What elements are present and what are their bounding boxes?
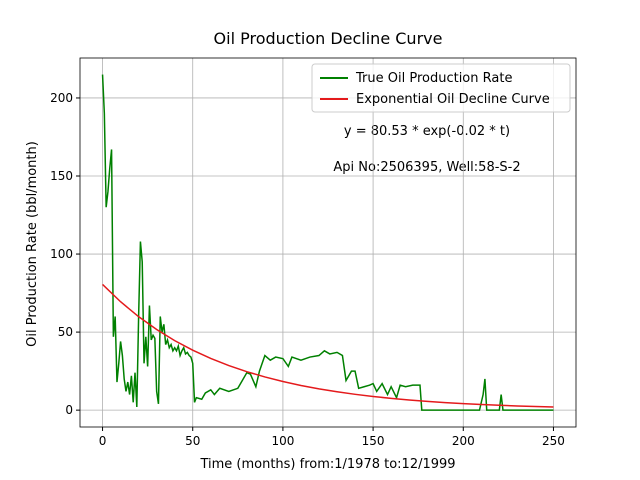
x-tick-label: 100 <box>271 434 294 448</box>
y-tick-label: 50 <box>58 325 73 339</box>
annotation: Api No:2506395, Well:58-S-2 <box>333 160 520 175</box>
data-line <box>102 283 554 408</box>
legend: True Oil Production Rate Exponential Oil … <box>311 63 571 113</box>
y-tick-label: 0 <box>65 403 73 417</box>
x-tick-label: 50 <box>185 434 200 448</box>
x-tick-label: 200 <box>452 434 475 448</box>
plot-frame <box>79 57 577 428</box>
y-tick-label: 150 <box>50 169 73 183</box>
x-tick-label: 0 <box>99 434 107 448</box>
data-line <box>101 74 554 411</box>
y-tick-label: 100 <box>50 247 73 261</box>
x-tick-label: 150 <box>362 434 385 448</box>
chart-title: Oil Production Decline Curve <box>214 29 443 48</box>
legend-label: True Oil Production Rate <box>355 71 512 86</box>
x-axis-label: Time (months) from:1/1978 to:12/1999 <box>199 457 455 472</box>
annotation: y = 80.53 * exp(-0.02 * t) <box>344 124 510 139</box>
legend-box <box>311 63 571 113</box>
legend-label: Exponential Oil Decline Curve <box>356 92 550 107</box>
x-tick-label: 250 <box>542 434 565 448</box>
y-axis-label: Oil Production Rate (bbl/month) <box>25 141 40 347</box>
y-tick-label: 200 <box>50 91 73 105</box>
